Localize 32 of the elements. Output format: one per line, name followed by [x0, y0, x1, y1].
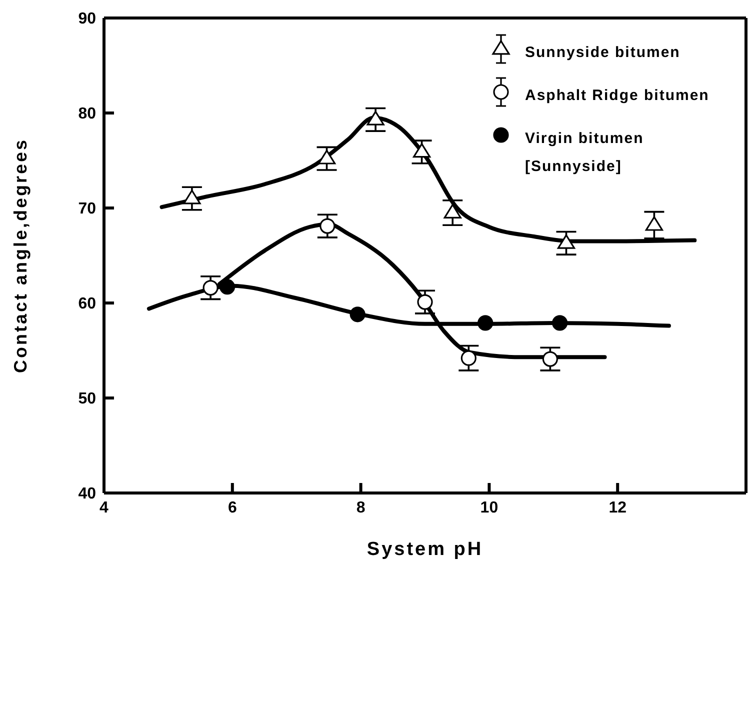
legend-label: Virgin bitumen [Sunnyside] — [525, 129, 645, 177]
y-tick-label: 50 — [78, 390, 96, 408]
point — [366, 110, 384, 126]
point — [183, 190, 201, 204]
y-tick-label: 70 — [78, 200, 96, 218]
x-axis-title: System pH — [366, 539, 484, 560]
point — [478, 315, 494, 331]
y-tick-label: 40 — [78, 486, 96, 503]
x-tick-label: 10 — [480, 499, 498, 516]
point — [417, 294, 433, 310]
point — [557, 234, 576, 249]
point — [219, 279, 236, 295]
point — [542, 351, 558, 367]
point — [318, 150, 336, 164]
point — [202, 280, 218, 296]
x-tick-label: 12 — [608, 499, 627, 516]
point — [444, 204, 462, 218]
legend-label: Sunnyside bitumen — [525, 43, 682, 63]
y-tick-label: 80 — [78, 106, 96, 123]
point — [350, 306, 366, 322]
point — [460, 350, 476, 366]
y-tick-label: 60 — [78, 296, 96, 313]
y-axis-title: Contact angle,degrees — [10, 138, 30, 374]
legend-label: Asphalt Ridge bitumen — [525, 86, 710, 106]
point — [645, 216, 663, 231]
x-tick-label: 6 — [228, 499, 237, 516]
point — [552, 315, 568, 331]
x-tick-label: 4 — [100, 499, 109, 516]
point — [412, 143, 431, 158]
point — [320, 218, 336, 234]
y-tick-label: 90 — [78, 10, 96, 28]
x-tick-label: 8 — [356, 499, 366, 516]
